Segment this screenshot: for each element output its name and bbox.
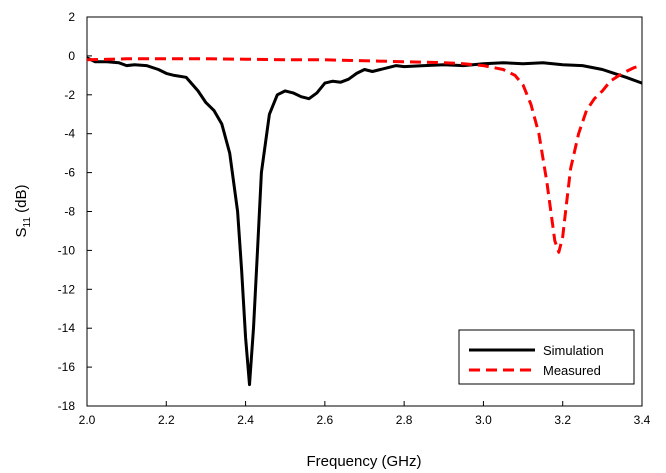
y-tick-label: -8 [64,205,75,219]
y-axis-label: S11 (dB) [13,185,33,238]
y-tick-label: -18 [58,399,76,413]
series-layer [86,56,643,387]
x-tick-label: 2.8 [396,413,413,427]
series-line-measured [86,57,643,254]
y-tick-label: 0 [68,49,75,63]
x-tick-label: 2.4 [237,413,254,427]
y-tick-label: -12 [58,282,76,296]
x-tick-label: 3.0 [475,413,492,427]
series-line-simulation [86,56,643,387]
tick-layer: 2.0 2.2 2.4 2.6 2.8 3.0 3.2 3.4 2 0 -2 -4 -6 -8 -10 -12… [58,10,651,427]
y-tick-label: -2 [64,88,75,102]
legend-box [458,329,635,385]
y-axis-label-sub: 11 [22,217,33,228]
legend: Simulation Measured [458,329,635,385]
legend-label-simulation: Simulation [543,343,604,358]
y-tick-label: -14 [58,321,76,335]
x-tick-label: 2.2 [158,413,175,427]
legend-label-measured: Measured [543,363,601,378]
y-tick-label: -6 [64,166,75,180]
x-tick-label: 3.2 [554,413,571,427]
x-axis-label: Frequency (GHz) [306,453,421,470]
y-axis-label-base: S [13,227,30,237]
y-tick-label: -16 [58,360,76,374]
x-tick-label: 2.0 [79,413,96,427]
y-tick-label: 2 [68,10,75,24]
x-tick-label: 2.6 [317,413,334,427]
y-tick-label: -4 [64,127,75,141]
y-axis-label-rest: (dB) [13,185,30,218]
x-tick-label: 3.4 [634,413,651,427]
y-tick-label: -10 [58,243,76,257]
